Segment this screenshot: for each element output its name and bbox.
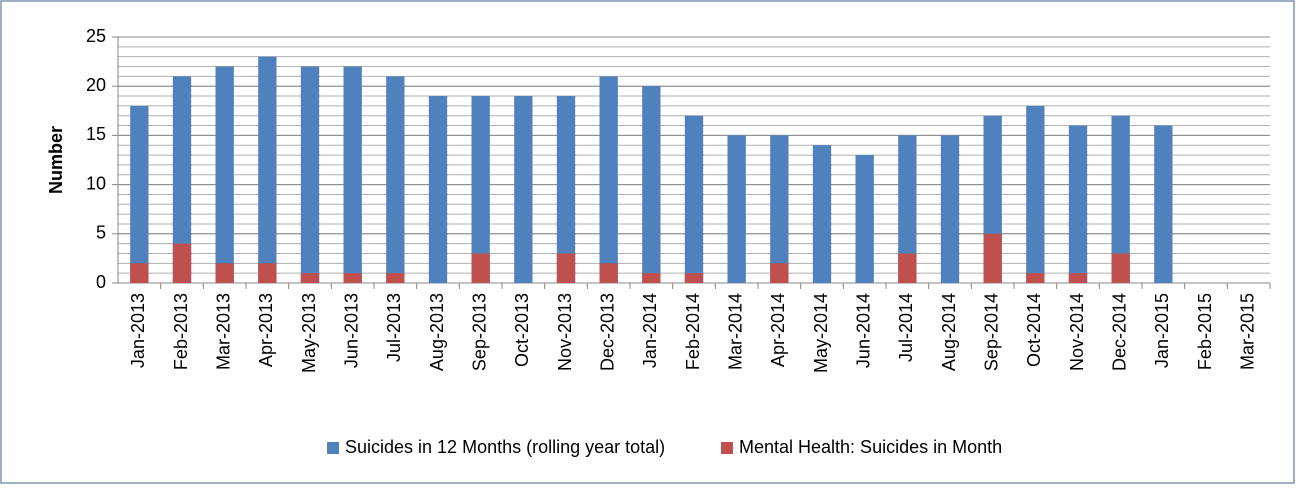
bar <box>684 273 704 283</box>
x-tick-label: Jun-2013 <box>341 293 361 368</box>
bar <box>258 56 277 284</box>
legend-swatch <box>327 442 339 454</box>
bar <box>642 273 661 283</box>
bar <box>812 145 832 283</box>
y-tick-label: 15 <box>86 124 106 144</box>
bar <box>770 263 789 283</box>
bar <box>386 76 405 283</box>
bar <box>898 253 917 283</box>
legend-label: Suicides in 12 Months (rolling year tota… <box>345 437 665 457</box>
bar <box>130 105 149 283</box>
bar <box>556 96 576 283</box>
bar <box>386 273 405 283</box>
x-tick-label: Sep-2014 <box>981 293 1001 371</box>
bar <box>215 66 234 284</box>
x-tick-label: Sep-2013 <box>469 293 489 371</box>
x-tick-label: Jan-2013 <box>128 293 148 368</box>
x-tick-label: Jul-2014 <box>896 293 916 362</box>
x-tick-label: Nov-2013 <box>555 293 575 371</box>
bar <box>471 96 490 283</box>
x-tick-label: May-2013 <box>299 293 319 373</box>
x-tick-label: Nov-2014 <box>1067 293 1087 371</box>
bar <box>514 96 533 283</box>
bar <box>130 263 149 283</box>
x-tick-label: Feb-2015 <box>1195 293 1215 370</box>
y-tick-label: 10 <box>86 173 106 193</box>
x-tick-label: Aug-2014 <box>939 293 959 371</box>
bar <box>1026 105 1045 283</box>
bar <box>727 135 746 283</box>
legend-label: Mental Health: Suicides in Month <box>739 437 1002 457</box>
bar <box>940 135 960 283</box>
bar <box>343 66 362 284</box>
x-tick-label: Dec-2013 <box>597 293 617 371</box>
bar <box>1068 273 1088 283</box>
x-tick-label: May-2014 <box>811 293 831 373</box>
x-tick-label: Oct-2014 <box>1024 293 1044 367</box>
bar <box>172 76 192 283</box>
y-tick-label: 20 <box>86 75 106 95</box>
y-tick-label: 25 <box>86 26 106 46</box>
x-tick-label: Apr-2013 <box>256 293 276 367</box>
y-tick-label: 0 <box>96 272 106 292</box>
x-tick-label: Oct-2013 <box>512 293 532 367</box>
bar <box>428 96 448 283</box>
bar <box>1111 115 1130 283</box>
x-tick-label: Aug-2013 <box>427 293 447 371</box>
bar <box>215 263 234 283</box>
x-tick-label: Feb-2014 <box>683 293 703 370</box>
bar <box>471 253 490 283</box>
x-tick-label: Mar-2013 <box>213 293 233 370</box>
bar <box>983 233 1002 283</box>
bar <box>770 135 789 283</box>
bar <box>898 135 917 283</box>
x-tick-label: Mar-2015 <box>1237 293 1257 370</box>
bar <box>556 253 576 283</box>
bar <box>1026 273 1045 283</box>
bar <box>855 155 874 283</box>
bar <box>258 263 277 283</box>
x-tick-label: Feb-2013 <box>171 293 191 370</box>
x-tick-label: Jan-2015 <box>1152 293 1172 368</box>
x-tick-label: Jan-2014 <box>640 293 660 368</box>
x-tick-label: Mar-2014 <box>725 293 745 370</box>
x-tick-label: Apr-2014 <box>768 293 788 367</box>
y-tick-label: 5 <box>96 223 106 243</box>
x-tick-label: Jul-2013 <box>384 293 404 362</box>
x-tick-label: Jun-2014 <box>853 293 873 368</box>
x-tick-label: Dec-2014 <box>1109 293 1129 371</box>
bar <box>1111 253 1130 283</box>
bar <box>599 76 618 283</box>
bar <box>300 66 320 284</box>
bar <box>642 86 661 283</box>
bar <box>1068 125 1088 283</box>
bar <box>343 273 362 283</box>
legend-swatch <box>721 442 733 454</box>
bar <box>1154 125 1173 283</box>
bar <box>172 243 192 283</box>
bar <box>684 115 704 283</box>
bar <box>599 263 618 283</box>
y-axis-label: Number <box>46 126 66 194</box>
bar <box>300 273 320 283</box>
